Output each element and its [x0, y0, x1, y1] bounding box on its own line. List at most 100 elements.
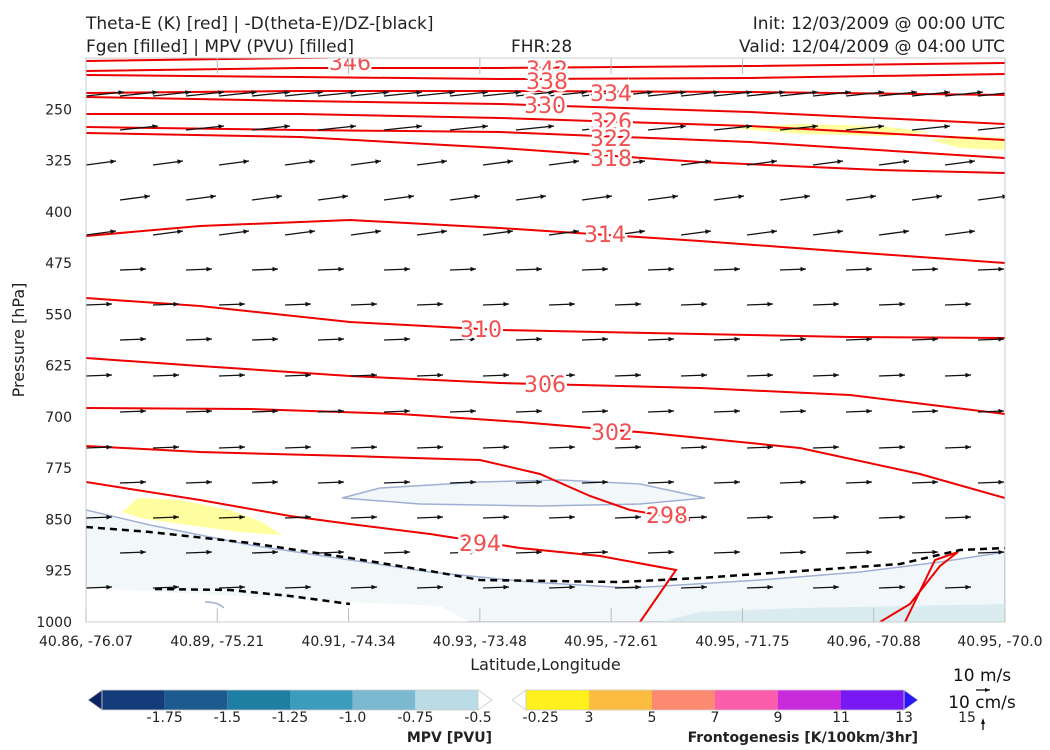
stability-dashed-contour: [154, 587, 351, 606]
wind-arrow: [977, 336, 1005, 342]
y-tick-label: 250: [45, 102, 72, 118]
wind-arrow: [350, 229, 382, 236]
mpv-region-lower: [86, 509, 1005, 622]
wind-arrow: [845, 408, 873, 414]
wind-arrow: [779, 336, 807, 342]
wind-arrow: [977, 126, 1005, 131]
wind-arrow: [515, 408, 543, 414]
wind-arrow: [383, 194, 415, 201]
wind-arrow: [185, 124, 225, 131]
wind-arrow: [218, 372, 246, 378]
theta-e-contour: [86, 58, 401, 62]
mpv-gap: [86, 588, 470, 622]
wind-arrow: [416, 90, 456, 97]
wind-arrow: [779, 90, 819, 97]
wind-arrow: [317, 336, 345, 342]
theta-e-contour: [86, 445, 691, 521]
theta-e-label: 314: [584, 223, 626, 248]
theta-e-contour: [86, 73, 1005, 81]
x-axis-label: Latitude,Longitude: [470, 655, 621, 674]
wind-arrow: [383, 549, 411, 555]
wind-arrow: [548, 444, 576, 450]
valid-time: Valid: 12/04/2009 @ 04:00 UTC: [739, 37, 1005, 57]
wind-arrow: [218, 159, 250, 166]
wind-arrow: [86, 159, 117, 166]
wind-arrow: [449, 266, 477, 272]
wind-arrow: [944, 301, 972, 307]
wind-arrow: [383, 266, 411, 272]
colorbar-segment: [227, 690, 290, 710]
wind-arrow: [185, 336, 213, 342]
wind-arrow: [416, 159, 448, 166]
theta-e-label: 322: [590, 127, 632, 152]
wind-arrow: [515, 194, 547, 201]
wind-arrow: [878, 372, 906, 378]
wind-arrow: [449, 124, 489, 131]
wind-arrow: [383, 90, 423, 97]
colorbar-title: Frontogenesis [K/100km/3hr]: [688, 730, 918, 746]
wind-arrow: [812, 444, 840, 450]
wind-arrow: [779, 479, 807, 485]
colorbar-end: [477, 689, 493, 711]
wind-arrow: [1004, 95, 1005, 96]
y-tick-label: 850: [45, 512, 72, 528]
wind-arrow: [845, 194, 877, 201]
wind-arrow: [383, 408, 411, 414]
wind-arrow: [152, 514, 180, 520]
y-axis-label: Pressure [hPa]: [9, 283, 28, 398]
wind-arrow: [383, 336, 411, 342]
wind-arrow: [251, 549, 279, 555]
wind-arrow: [548, 514, 576, 520]
colorbar-tick-label: 15: [958, 710, 976, 726]
fgen-region-low: [122, 498, 282, 535]
wind-arrow: [482, 514, 510, 520]
wind-arrow: [680, 229, 712, 236]
x-tick-label: 40.93, -73.48: [433, 634, 527, 650]
wind-arrow: [614, 159, 646, 166]
wind-arrow: [119, 549, 147, 555]
colorbar-tick-label: -0.5: [464, 710, 491, 726]
theta-e-label: 330: [524, 94, 566, 119]
wind-arrow: [317, 90, 357, 97]
wind-arrow: [350, 514, 378, 520]
title-line-2: Fgen [filled] | MPV (PVU) [filled]: [86, 37, 355, 57]
y-tick-label: 550: [45, 307, 72, 323]
wind-arrow: [581, 266, 609, 272]
x-tick-label: 40.95, -71.75: [695, 634, 789, 650]
wind-arrow: [449, 90, 489, 97]
wind-arrow: [482, 159, 514, 166]
theta-e-label: 310: [460, 318, 502, 343]
theta-e-label: 318: [590, 147, 632, 172]
wind-arrow: [977, 194, 1005, 201]
wind-arrow: [317, 549, 345, 555]
theta-e-label: 342: [526, 58, 568, 83]
wind-arrow: [713, 124, 753, 131]
wind-arrow: [86, 301, 113, 307]
colorbar-tick-label: -1.25: [272, 710, 308, 726]
wind-arrow: [350, 90, 390, 97]
wind-arrow: [416, 301, 444, 307]
wind-arrow: [581, 549, 609, 555]
wind-arrow: [284, 159, 316, 166]
wind-arrow: [119, 479, 147, 485]
wind-arrow: [515, 266, 543, 272]
theta-e-contour: [86, 481, 678, 622]
wind-arrow: [581, 336, 609, 342]
colorbar-frame: [525, 689, 905, 711]
wind-arrow: [746, 90, 786, 97]
wind-arrow: [251, 479, 279, 485]
wind-arrow: [878, 90, 918, 97]
wind-arrow: [878, 514, 906, 520]
wind-arrow: [284, 90, 324, 97]
theta-e-contour: [86, 90, 1005, 96]
wind-arrow: [482, 301, 510, 307]
colorbar-tick-label: -1.5: [214, 710, 241, 726]
wind-arrow: [680, 584, 708, 590]
wind-arrow: [383, 479, 411, 485]
wind-arrow: [680, 514, 708, 520]
wind-arrow: [86, 372, 113, 378]
wind-arrow: [746, 301, 774, 307]
colorbar-segment: [164, 690, 228, 710]
wind-arrow: [482, 444, 510, 450]
